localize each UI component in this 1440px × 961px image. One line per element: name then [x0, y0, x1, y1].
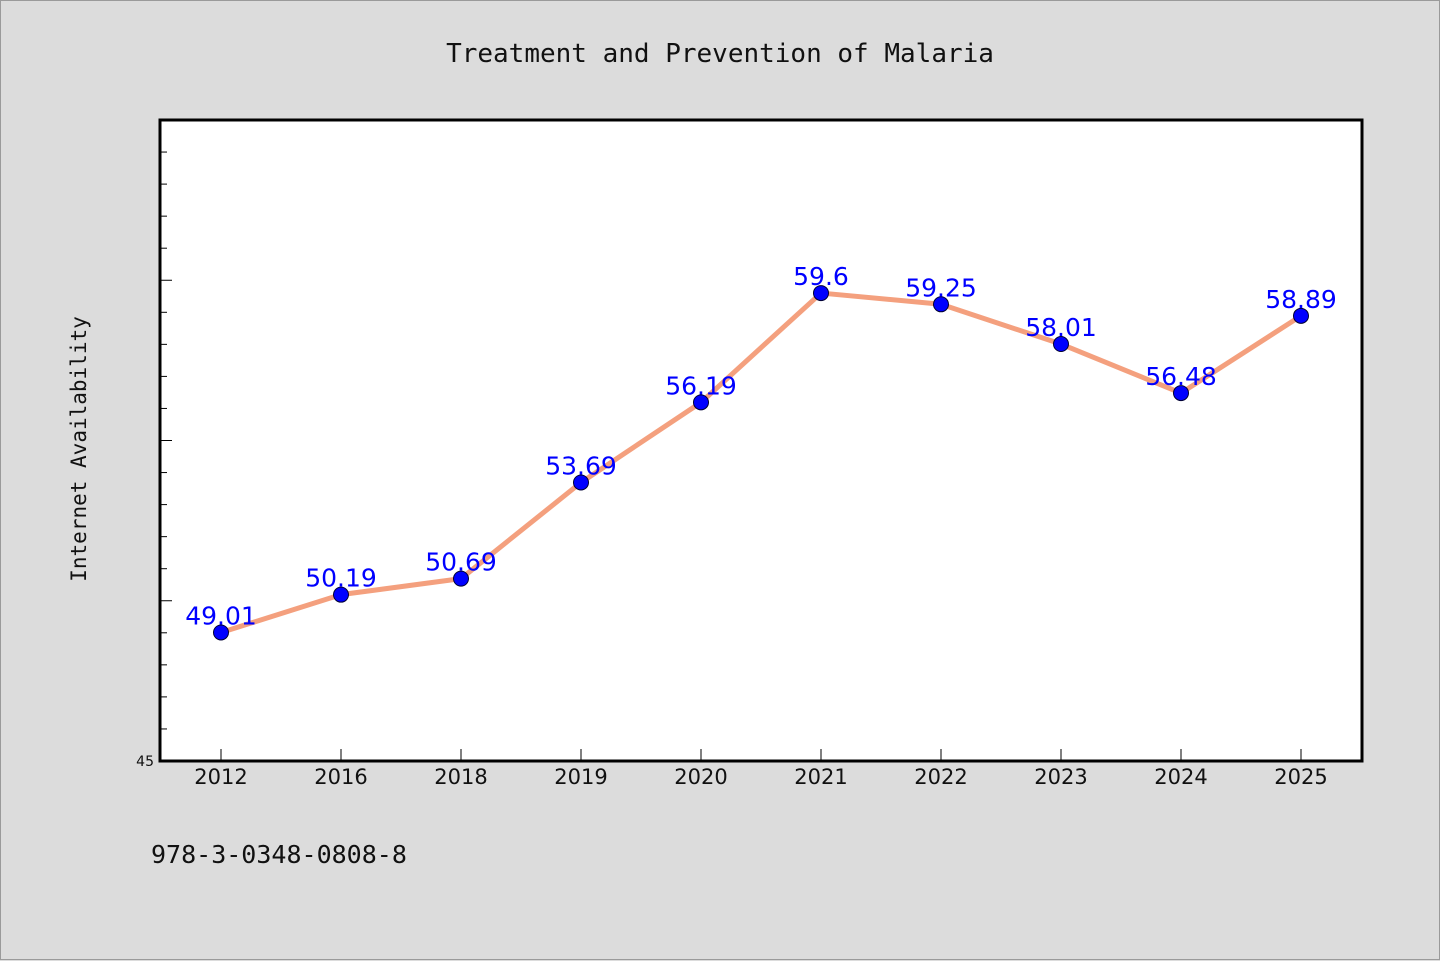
data-label: 50.69	[425, 548, 497, 577]
data-label: 50.19	[305, 564, 377, 593]
series-line	[218, 290, 1304, 635]
x-tick-label: 2023	[1034, 765, 1087, 789]
data-label: 59.25	[905, 273, 977, 302]
x-tick-label: 2021	[794, 765, 847, 789]
y-axis-label: Internet Availability	[67, 316, 91, 582]
data-point	[1173, 385, 1189, 402]
y-tick-label: 45	[136, 754, 154, 770]
x-tick-label: 2016	[314, 765, 367, 789]
data-label: 59.6	[793, 262, 849, 291]
data-label: 58.89	[1265, 285, 1337, 314]
chart-title: Treatment and Prevention of Malaria	[446, 39, 994, 69]
x-tick-label: 2024	[1154, 765, 1207, 789]
data-label: 58.01	[1025, 313, 1097, 342]
data-point	[213, 624, 229, 641]
data-label: 53.69	[545, 451, 617, 480]
data-label: 56.19	[665, 371, 737, 400]
x-tick-label: 2025	[1274, 765, 1327, 789]
x-tick-label: 2012	[194, 765, 247, 789]
data-point	[333, 586, 349, 603]
data-point	[933, 296, 949, 313]
x-tick-label: 2020	[674, 765, 727, 789]
data-point	[813, 285, 829, 302]
x-tick-label: 2022	[914, 765, 967, 789]
x-tick-label: 2018	[434, 765, 487, 789]
x-tick-label: 2019	[554, 765, 607, 789]
data-labels: 49.01 50.19 50.69 53.69 56.19 59.6 59.25 58.01 5…	[185, 262, 1337, 630]
y-axis-ticks: 45	[136, 151, 172, 770]
data-label: 56.48	[1145, 362, 1217, 391]
x-axis-ticks: 2012 2016 2018 2019 2020 2021 2022 2023 2024 2025	[194, 749, 1328, 789]
data-point	[573, 474, 589, 491]
isbn-footer: 978-3-0348-0808-8	[151, 840, 407, 869]
data-point	[453, 570, 469, 587]
data-point	[1293, 307, 1309, 324]
data-point	[693, 394, 709, 411]
data-label: 49.01	[185, 601, 257, 630]
plot-area	[158, 118, 1364, 763]
data-markers	[213, 285, 1309, 641]
data-point	[1053, 336, 1069, 353]
